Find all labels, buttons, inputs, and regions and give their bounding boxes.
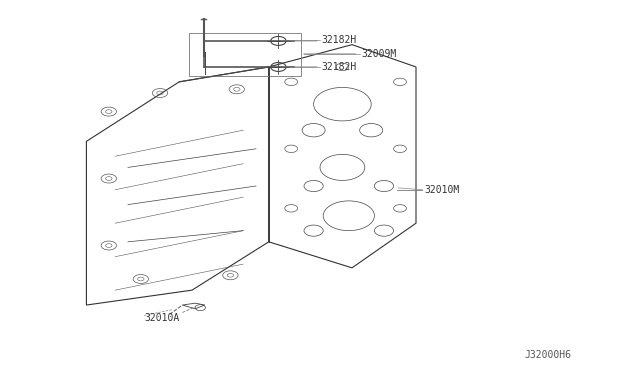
Bar bbox=[189, 33, 301, 76]
Text: 32010A: 32010A bbox=[144, 313, 179, 323]
Text: 32182H: 32182H bbox=[321, 62, 356, 72]
Text: 32009M: 32009M bbox=[362, 49, 397, 58]
Text: 32182H: 32182H bbox=[321, 35, 356, 45]
Text: J32000H6: J32000H6 bbox=[525, 350, 572, 360]
Text: 32010M: 32010M bbox=[424, 185, 460, 195]
